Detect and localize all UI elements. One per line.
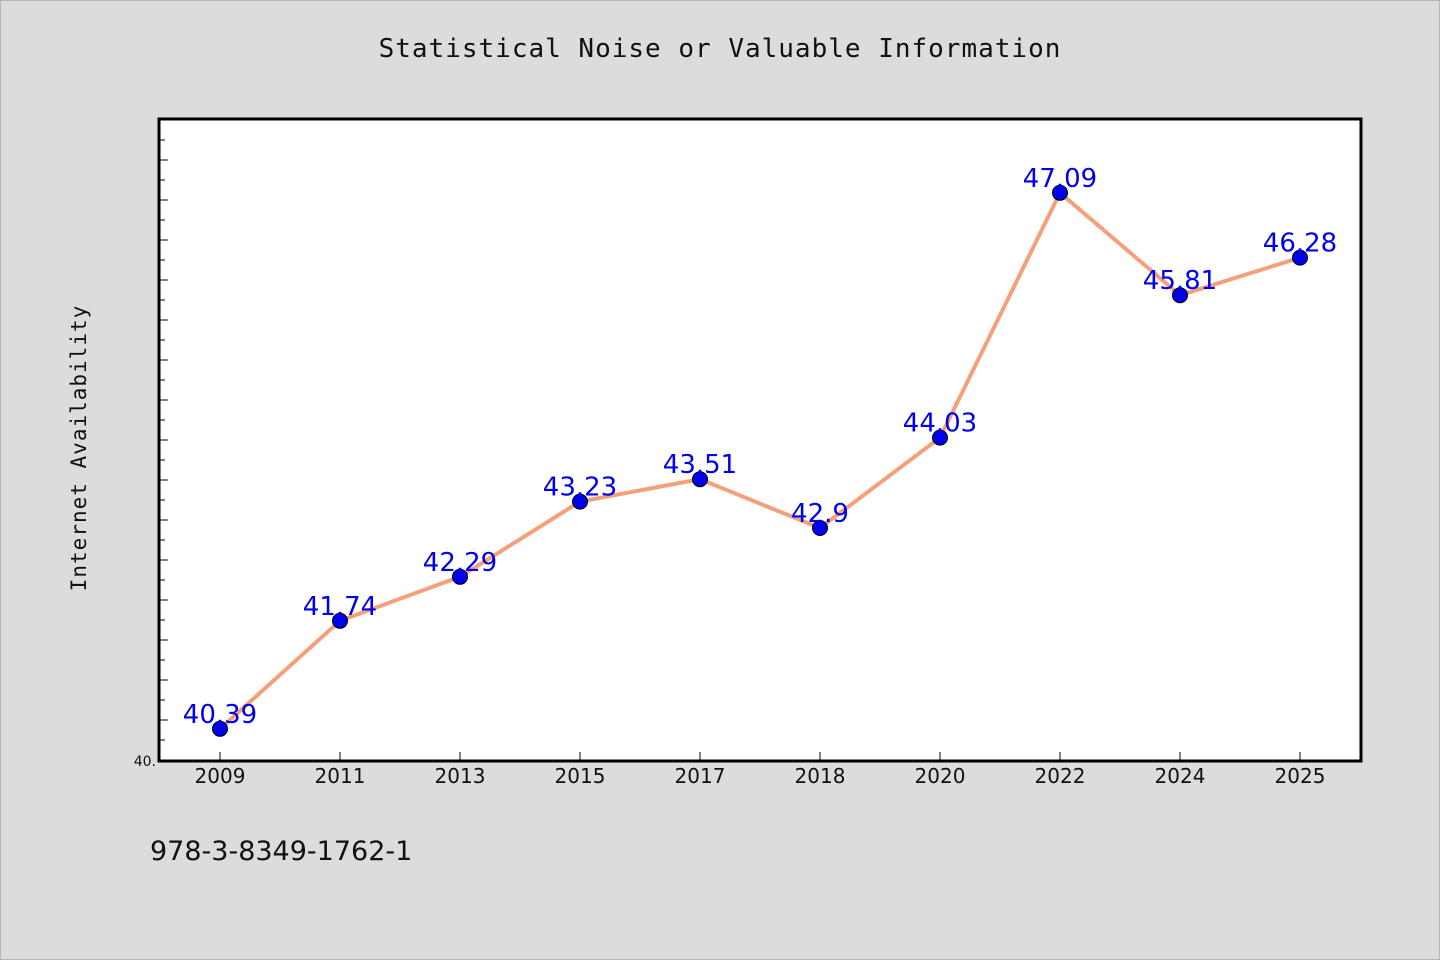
data-point [692,471,708,488]
data-labels: 40.39 41.74 42.29 43.23 43.51 42.9 44.03 47.09 4… [183,164,1337,730]
y-axis-min-label: 40. [134,754,156,770]
chart-title: Statistical Noise or Valuable Informatio… [378,34,1062,64]
data-label: 46.28 [1263,229,1337,259]
series-markers [212,184,1308,737]
x-tick-label: 2025 [1275,764,1326,788]
data-label: 41.74 [303,592,377,622]
data-label: 40.39 [183,700,257,730]
x-tick-label: 2024 [1155,764,1206,788]
x-tick-label: 2015 [555,764,606,788]
y-axis-ticks [160,119,168,761]
data-point [1292,249,1308,266]
x-axis-ticks: 2009 2011 2013 2015 2017 2018 2020 2022 2024 2025 [195,752,1326,788]
data-point [1052,184,1068,201]
data-label: 43.51 [663,450,737,480]
data-label: 45.81 [1143,266,1217,296]
x-tick-label: 2018 [795,764,846,788]
x-tick-label: 2022 [1035,764,1086,788]
plot-area [157,117,1363,763]
data-point [212,720,228,737]
data-point [452,568,468,585]
data-point [1172,287,1188,304]
isbn-text: 978-3-8349-1762-1 [150,836,413,867]
y-axis-label: Internet Availability [67,305,91,592]
data-point [572,493,588,510]
x-tick-label: 2013 [435,764,486,788]
x-tick-label: 2011 [315,764,366,788]
x-tick-label: 2009 [195,764,246,788]
series-line [218,190,1301,731]
data-label: 43.23 [543,473,617,503]
data-point [812,520,828,536]
data-label: 44.03 [903,409,977,439]
data-label: 42.9 [791,499,849,529]
data-label: 42.29 [423,548,497,578]
x-tick-label: 2017 [675,764,726,788]
data-label: 47.09 [1023,164,1097,194]
data-point [932,429,948,446]
data-point [332,612,348,629]
x-tick-label: 2020 [915,764,966,788]
